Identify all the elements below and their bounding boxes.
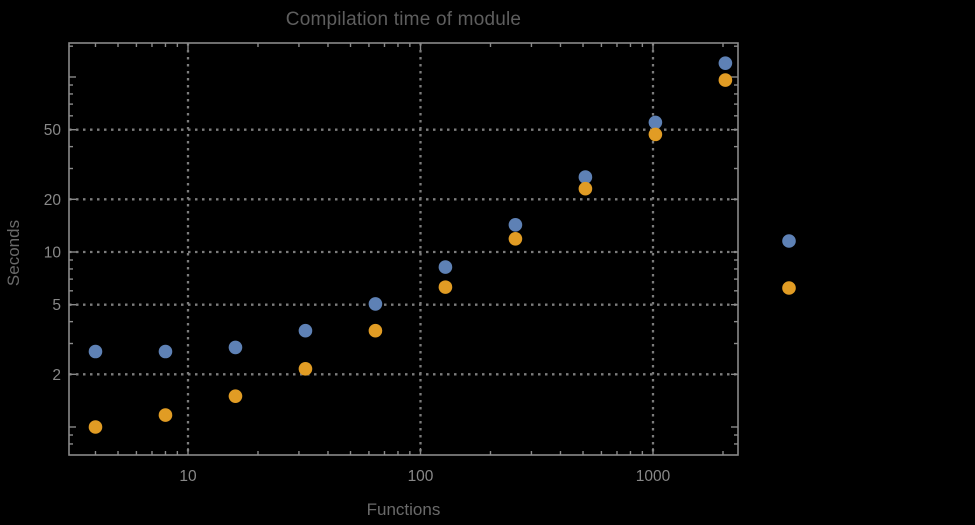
data-point-series-1-blue <box>718 56 733 70</box>
data-point-series-2-orange <box>648 127 663 142</box>
legend-marker-series-2 <box>782 281 796 295</box>
data-point-series-1-blue <box>508 218 523 232</box>
data-point-series-2-orange <box>158 408 173 422</box>
data-point-series-2-orange <box>578 181 593 196</box>
x-tick-label: 10 <box>179 468 197 485</box>
x-tick-label: 100 <box>408 468 434 485</box>
y-axis-label: Seconds <box>4 219 23 287</box>
y-tick-label: 5 <box>52 297 61 314</box>
data-point-series-2-orange <box>438 280 453 294</box>
legend-marker-series-1 <box>782 234 796 248</box>
data-point-series-1-blue <box>648 115 663 130</box>
data-point-series-2-orange <box>88 420 103 434</box>
y-tick-label: 50 <box>44 122 62 139</box>
data-point-series-1-blue <box>578 170 593 184</box>
y-tick-label: 20 <box>44 192 62 209</box>
data-point-series-2-orange <box>228 389 243 403</box>
data-point-series-2-orange <box>368 323 383 338</box>
data-point-series-1-blue <box>368 297 383 311</box>
data-point-series-2-orange <box>508 231 523 246</box>
x-axis-label: Functions <box>366 500 441 519</box>
y-tick-label: 10 <box>44 245 62 262</box>
data-point-series-1-blue <box>228 340 243 355</box>
data-point-series-1-blue <box>158 344 173 359</box>
data-point-series-2-orange <box>718 73 733 87</box>
data-point-series-1-blue <box>438 260 453 274</box>
data-point-series-1-blue <box>298 323 313 338</box>
data-point-series-2-orange <box>298 362 313 376</box>
y-tick-label: 2 <box>52 367 61 384</box>
x-tick-label: 1000 <box>636 468 671 485</box>
chart-title: Compilation time of module <box>285 9 522 30</box>
plot-frame <box>68 42 739 456</box>
data-point-series-1-blue <box>88 344 103 359</box>
